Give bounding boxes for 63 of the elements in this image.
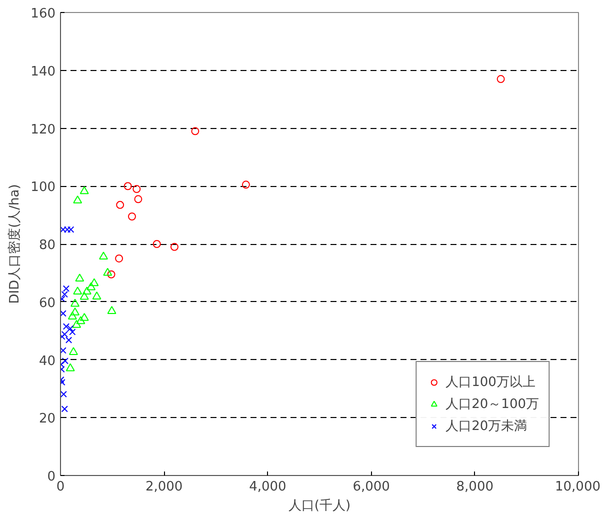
point (98, 252, 108, 260)
y-tick-label: 160 (30, 6, 56, 22)
point (170, 242, 178, 251)
y-axis-title: DID人口密度(人/ha) (6, 184, 23, 304)
point (115, 254, 124, 262)
point (82, 286, 92, 295)
legend-label: 人口20万未満 (446, 418, 528, 435)
point (128, 212, 136, 220)
point (60, 390, 67, 398)
point (152, 240, 161, 248)
y-tick-label: 0 (47, 470, 56, 484)
y-tick-label: 60 (38, 296, 56, 311)
point (70, 298, 80, 307)
legend-label: 人口20～100万 (446, 396, 539, 413)
y-tick-label: 120 (30, 122, 56, 138)
point (80, 312, 89, 321)
point (116, 200, 124, 209)
point (76, 316, 86, 324)
point (242, 180, 250, 189)
point (73, 195, 82, 204)
point (62, 358, 68, 364)
point (107, 270, 116, 278)
y-tick-label: 80 (38, 238, 56, 253)
x-tick-label: 2,000 (145, 480, 183, 494)
point (92, 292, 102, 300)
point (86, 282, 96, 290)
point (61, 406, 68, 412)
point (124, 182, 132, 190)
point (70, 307, 80, 316)
point (60, 347, 66, 354)
point (66, 363, 75, 372)
point (107, 306, 116, 314)
x-tick-label: 10,000 (555, 480, 601, 494)
x-tick-label: 8,000 (456, 480, 494, 494)
point (65, 336, 72, 344)
point (64, 226, 71, 233)
legend-label: 人口100万以上 (446, 374, 536, 391)
y-tick-label: 140 (30, 64, 56, 80)
point (80, 292, 89, 300)
point (90, 278, 99, 286)
point (103, 268, 112, 276)
point (68, 312, 77, 320)
y-tick-label: 40 (38, 354, 56, 369)
x-tick-label: 6,000 (352, 480, 390, 494)
point (80, 186, 89, 194)
point (134, 195, 142, 204)
point (496, 75, 505, 84)
x-tick-label: 4,000 (249, 480, 286, 494)
point (73, 286, 82, 295)
point (68, 347, 78, 356)
point (69, 328, 76, 336)
point (60, 310, 66, 317)
point (72, 320, 82, 328)
y-tick-label: 20 (38, 412, 56, 427)
point (62, 323, 70, 330)
point (61, 291, 68, 298)
x-axis-title: 人口(千人) (288, 498, 351, 514)
point (132, 185, 141, 194)
point (61, 330, 68, 338)
y-tick-label: 100 (30, 180, 56, 196)
point (75, 274, 84, 282)
point (62, 285, 70, 292)
point (191, 127, 200, 136)
